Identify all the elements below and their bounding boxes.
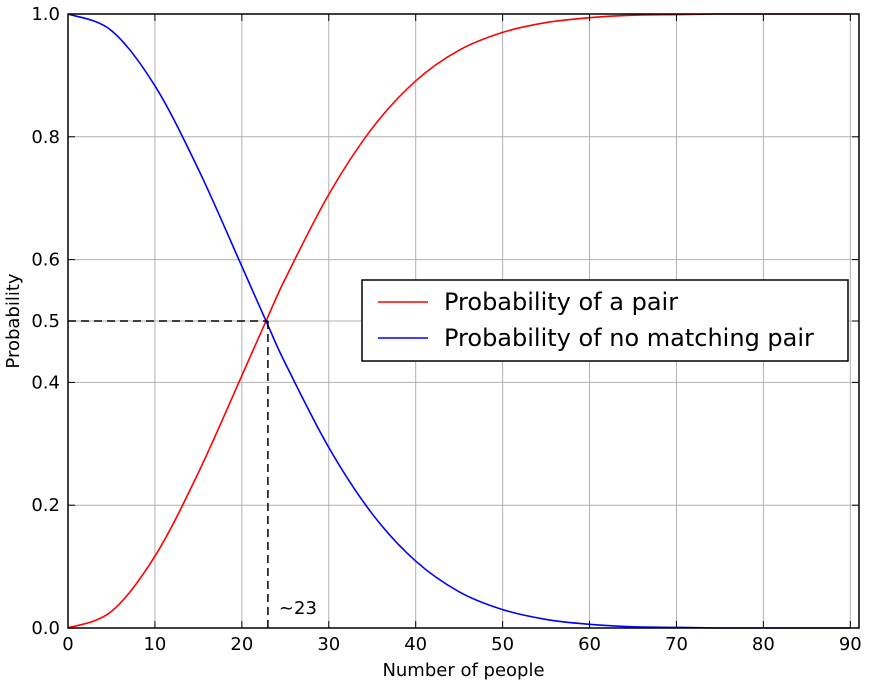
x-tick-label: 60: [578, 634, 601, 655]
legend-box: [361, 279, 849, 362]
x-tick-label: 70: [665, 634, 688, 655]
y-tick-label: 0.8: [31, 127, 60, 148]
y-tick-label: 0.4: [31, 372, 60, 393]
x-tick-label: 10: [143, 634, 166, 655]
y-tick-label: 0.2: [31, 495, 60, 516]
annotation-guides: ~23: [68, 320, 317, 628]
legend: Probability of a pair Probability of no …: [361, 279, 849, 362]
x-tick-label: 0: [62, 634, 73, 655]
x-tick-label: 50: [491, 634, 514, 655]
x-tick-label: 20: [230, 634, 253, 655]
x-tick-label: 40: [404, 634, 427, 655]
x-tick-label: 90: [839, 634, 862, 655]
y-tick-label: 0.5: [31, 311, 60, 332]
annotation-label: ~23: [279, 598, 317, 619]
legend-label-pair: Probability of a pair: [444, 288, 678, 316]
y-tick-label: 0.0: [31, 618, 60, 639]
x-tick-label: 80: [752, 634, 775, 655]
y-tick-label: 1.0: [31, 4, 60, 25]
axis-ticks: 0 10 20 30 40 50 60 70 80 90 0.0 0.2 0.4 0.5 0.6 0.8 1.0: [31, 4, 861, 655]
x-axis-label: Number of people: [382, 660, 544, 681]
y-tick-label: 0.6: [31, 250, 60, 271]
x-tick-label: 30: [317, 634, 340, 655]
legend-label-no-pair: Probability of no matching pair: [444, 324, 814, 352]
y-axis-label: Probability: [3, 273, 24, 368]
